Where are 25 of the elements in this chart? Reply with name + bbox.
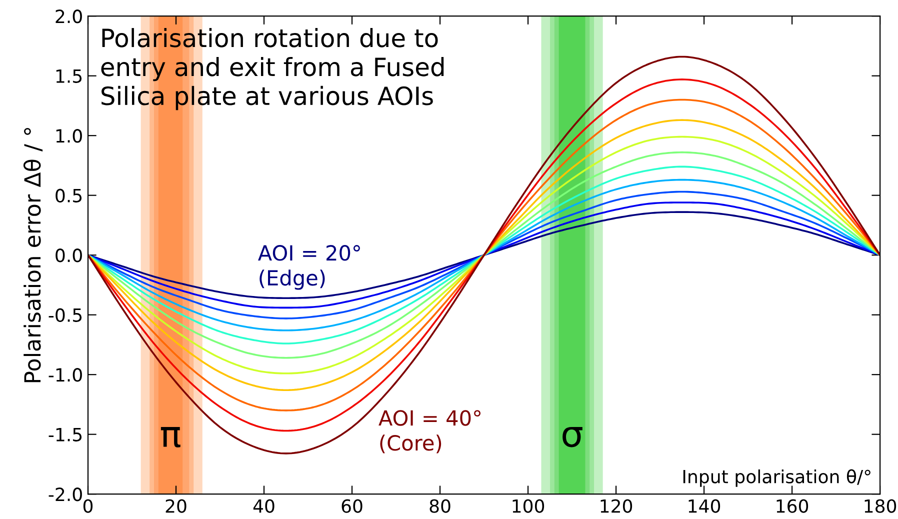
y-tick-label: 2.0	[56, 10, 82, 24]
x-tick-label: 180	[864, 499, 896, 513]
y-axis-title: Polarisation error Δθ / °	[23, 128, 43, 382]
x-tick-label: 0	[83, 499, 93, 513]
x-tick-label: 160	[776, 499, 808, 513]
x-tick-label: 20	[166, 499, 186, 513]
x-tick-label: 80	[430, 499, 450, 513]
band-label: π	[160, 426, 180, 448]
series-label: AOI = 40° (Core)	[378, 410, 480, 454]
x-tick-label: 100	[512, 499, 544, 513]
y-tick-label: -1.0	[48, 368, 82, 382]
x-tick-label: 140	[688, 499, 720, 513]
series-label: AOI = 20° (Edge)	[258, 245, 360, 290]
y-tick-label: -1.5	[48, 428, 82, 442]
y-tick-label: 0.0	[56, 248, 82, 262]
x-axis-title: Input polarisation θ/°	[683, 469, 870, 487]
x-tick-label: 60	[342, 499, 362, 513]
y-tick-label: 1.5	[56, 70, 82, 83]
y-tick-label: -0.5	[48, 308, 82, 322]
y-tick-label: 0.5	[56, 188, 82, 202]
y-tick-label: 1.0	[56, 129, 82, 143]
x-tick-label: 40	[253, 499, 274, 513]
x-tick-label: 120	[600, 499, 632, 513]
y-tick-label: -2.0	[48, 488, 82, 502]
band-label: σ	[562, 426, 582, 448]
